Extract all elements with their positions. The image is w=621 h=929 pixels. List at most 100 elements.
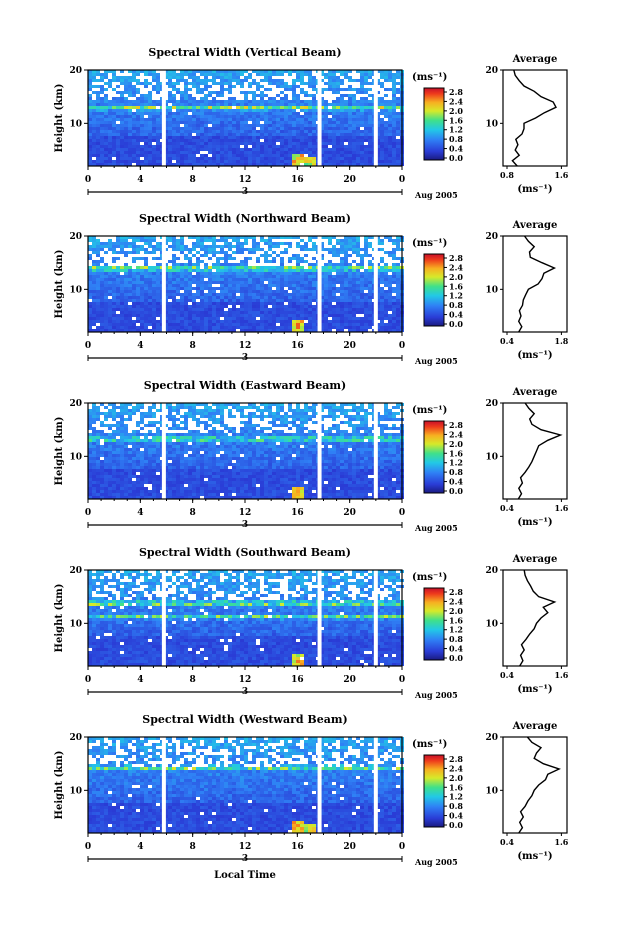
day-label: 3	[242, 854, 248, 864]
colorbar-tick: 0.8	[449, 801, 463, 811]
average-x-tick: 0.4	[500, 503, 514, 513]
average-x-tick: 0.8	[500, 170, 514, 180]
average-frame	[502, 736, 568, 834]
x-tick-label: 16	[291, 508, 304, 518]
average-profile-line	[511, 69, 557, 167]
data-gap	[373, 737, 378, 833]
panel-1: Spectral Width (Vertical Beam) 0 4 8 12 16 20 0…	[54, 46, 569, 200]
average-profile-line	[519, 569, 557, 667]
data-gap	[317, 403, 322, 499]
y-axis-label: Height (km)	[54, 250, 65, 319]
heatmap-cells	[88, 570, 404, 666]
x-tick-label: 0	[399, 175, 405, 185]
x-tick-label: 20	[343, 341, 356, 351]
average-y-tick: 10	[485, 452, 498, 462]
colorbar-tick: 0.4	[449, 811, 463, 821]
x-tick-label: 0	[85, 508, 91, 518]
colorbar-tick: 1.2	[449, 792, 463, 802]
colorbar-tick: 2.8	[449, 420, 463, 430]
heatmap-cells	[88, 737, 404, 833]
data-gap	[373, 70, 378, 166]
colorbar-tick: 1.6	[449, 115, 463, 125]
colorbar-tick: 2.8	[449, 87, 463, 97]
average-y-tick: 20	[485, 566, 498, 576]
panel-2: Spectral Width (Northward Beam) 0 4 8 12 16 20…	[54, 212, 569, 366]
colorbar-tick: 2.4	[449, 596, 463, 606]
x-tick-label: 8	[190, 341, 196, 351]
colorbar-tick: 2.0	[449, 439, 463, 449]
average-frame	[502, 402, 568, 500]
data-gap	[317, 236, 322, 332]
data-gap	[161, 737, 166, 833]
average-x-tick: 0.4	[500, 670, 514, 680]
y-tick-label: 20	[69, 399, 82, 409]
x-tick-label: 20	[343, 675, 356, 685]
x-tick-label: 16	[291, 341, 304, 351]
colorbar-tick: 2.8	[449, 253, 463, 263]
colorbar-unit: (ms⁻¹)	[412, 572, 447, 583]
colorbar-tick: 1.2	[449, 458, 463, 468]
y-tick-label: 10	[69, 285, 82, 295]
date-label: Aug 2005	[414, 356, 458, 366]
x-tick-label: 4	[137, 842, 143, 852]
colorbar	[423, 87, 445, 161]
x-tick-label: 0	[399, 842, 405, 852]
x-tick-label: 12	[239, 675, 252, 685]
colorbar	[423, 587, 445, 661]
average-x-tick: 1.6	[554, 670, 568, 680]
colorbar-tick: 0.8	[449, 300, 463, 310]
average-y-tick: 10	[485, 119, 498, 129]
average-x-tick: 1.6	[554, 170, 568, 180]
day-label: 3	[242, 687, 248, 697]
data-gap	[161, 236, 166, 332]
colorbar-tick: 2.0	[449, 106, 463, 116]
colorbar-tick: 2.8	[449, 754, 463, 764]
day-label: 3	[242, 353, 248, 363]
panel-5: Spectral Width (Westward Beam) 0 4 8 12 16 20 0…	[54, 713, 569, 867]
colorbar-tick: 1.2	[449, 291, 463, 301]
data-gap	[161, 403, 166, 499]
average-title: Average	[512, 220, 558, 231]
day-label: 3	[242, 187, 248, 197]
colorbar-unit: (ms⁻¹)	[412, 72, 447, 83]
colorbar-tick: 1.2	[449, 125, 463, 135]
colorbar-unit: (ms⁻¹)	[412, 238, 447, 249]
average-y-tick: 20	[485, 66, 498, 76]
y-axis-label: Height (km)	[54, 417, 65, 486]
x-tick-label: 20	[343, 842, 356, 852]
colorbar-tick: 0.0	[449, 653, 463, 663]
date-label: Aug 2005	[414, 857, 458, 867]
data-gap	[317, 70, 322, 166]
y-tick-label: 20	[69, 66, 82, 76]
colorbar-tick: 1.6	[449, 448, 463, 458]
data-gap	[161, 570, 166, 666]
average-x-label: (ms⁻¹)	[517, 184, 552, 195]
x-tick-label: 4	[137, 508, 143, 518]
average-title: Average	[512, 554, 558, 565]
average-frame	[502, 69, 568, 167]
date-label: Aug 2005	[414, 690, 458, 700]
x-tick-label: 12	[239, 341, 252, 351]
x-axis-label: Local Time	[214, 870, 276, 881]
average-frame	[502, 569, 568, 667]
average-x-tick: 0.4	[500, 837, 514, 847]
colorbar-tick: 1.6	[449, 615, 463, 625]
average-title: Average	[512, 721, 558, 732]
panel-title: Spectral Width (Eastward Beam)	[144, 379, 346, 392]
heatmap-cells	[88, 236, 404, 332]
data-gap	[373, 570, 378, 666]
x-tick-label: 16	[291, 842, 304, 852]
average-title: Average	[512, 54, 558, 65]
colorbar-tick: 0.0	[449, 820, 463, 830]
colorbar	[423, 754, 445, 828]
y-axis-label: Height (km)	[54, 751, 65, 820]
average-y-tick: 10	[485, 285, 498, 295]
x-tick-label: 0	[85, 675, 91, 685]
x-tick-label: 0	[85, 842, 91, 852]
average-y-tick: 20	[485, 399, 498, 409]
x-tick-label: 20	[343, 175, 356, 185]
average-x-tick: 1.8	[554, 336, 568, 346]
y-tick-label: 10	[69, 619, 82, 629]
x-tick-label: 16	[291, 675, 304, 685]
average-y-tick: 20	[485, 232, 498, 242]
